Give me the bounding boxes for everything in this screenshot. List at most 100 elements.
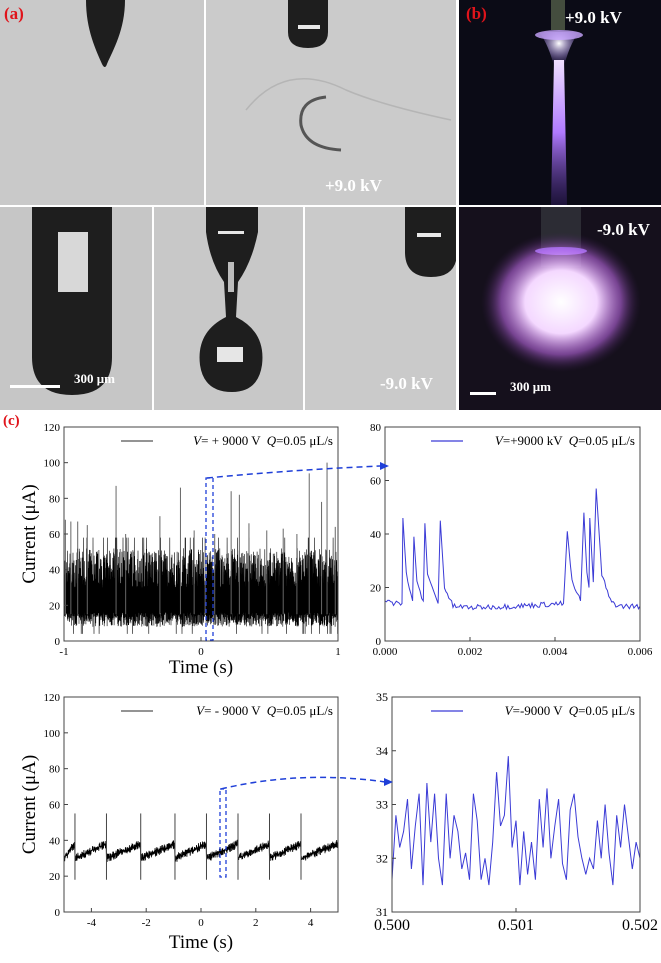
chart-3: 31 32 33 34 35 0.500 0.501 0.502 V=-9000 V Q=0.05… [374,690,658,934]
x-tick-label: 0.004 [543,646,568,658]
legend-label: V=-9000 V Q=0.05 μL/s [505,703,635,718]
x-tick-label: 0 [198,646,204,658]
plot-frame [384,426,641,642]
legend-q-rest: =0.05 μL/s [276,433,333,448]
legend-label: V=+9000 kV Q=0.05 μL/s [495,433,635,448]
x-axis-label: Time (s) [169,657,233,678]
y-tick-label: 0 [376,636,382,648]
legend-q-rest: =0.05 μL/s [276,703,333,718]
x-axis-label: Time (s) [169,932,233,953]
voltage-label-negative-a: -9.0 kV [380,374,433,393]
series-line [64,839,338,863]
y-tick-label: 120 [44,422,61,434]
legend-q-rest: =0.05 μL/s [578,433,635,448]
series-2 [64,813,338,880]
x-tick-label: -2 [142,917,151,929]
legend: V= - 9000 V Q=0.05 μL/s [121,703,333,718]
y-tick-label: 0 [55,636,61,648]
zoom-annotations [205,462,393,878]
voltage-label-positive-a: +9.0 kV [325,176,382,195]
y-tick-label: 60 [49,800,61,812]
x-tick-label: -4 [87,917,97,929]
panel-label-b: (b) [466,4,487,23]
y-tick-label: 0 [55,907,61,919]
x-tick-label: 0.501 [498,917,534,934]
y-tick-label: 35 [376,690,388,704]
y-tick-label: 32 [376,851,388,865]
legend: V= + 9000 V Q=0.05 μL/s [121,433,333,448]
photo-drop-negative-2 [154,207,303,410]
plot-frame [63,696,339,913]
series-1 [385,488,640,611]
x-tick-label: 0.002 [458,646,483,658]
scale-label-a: 300 μm [74,371,115,386]
y-tick-label: 40 [49,835,61,847]
legend-v-rest: = - 9000 V [204,703,261,718]
x-tick-label: -1 [59,646,68,658]
legend-v-rest: =+9000 kV [503,433,563,448]
legend-q: Q [569,433,579,448]
chart-2: 0 20 40 60 80 100 120 -4 -2 0 2 4 Time (s) Current (μ… [19,692,339,953]
scale-label-b: 300 μm [510,379,551,394]
scale-bar-b [470,392,496,395]
y-tick-label: 40 [49,565,61,577]
series-line [385,488,640,611]
y-tick-label: 100 [44,458,61,470]
zoom-arrow-positive [206,465,381,479]
x-tick-label: 0.000 [373,646,398,658]
legend-q: Q [569,703,579,718]
y-tick-label: 31 [376,905,388,919]
legend-v-rest: = + 9000 V [201,433,261,448]
y-tick-label: 20 [49,871,61,883]
series-3 [392,756,640,886]
legend-v: V [196,703,206,718]
zoom-arrow-negative [220,776,387,790]
zoom-box-negative [219,788,227,878]
y-tick-label: 34 [376,744,388,758]
x-tick-label: 0.502 [622,917,658,934]
y-tick-label: 33 [376,798,388,812]
x-tick-label: 1 [335,646,341,658]
legend-v: V [505,703,515,718]
series-line [64,537,338,634]
legend-q: Q [267,433,277,448]
arrow-head-icon [380,462,389,470]
panel-label-c: (c) [3,413,20,429]
y-tick-label: 60 [49,529,61,541]
legend-v: V [495,433,505,448]
y-tick-label: 20 [370,583,382,595]
x-tick-label: 2 [253,917,259,929]
voltage-label-negative-b: -9.0 kV [597,220,650,239]
legend-v: V [193,433,203,448]
legend-label: V= + 9000 V Q=0.05 μL/s [193,433,333,448]
x-tick-label: 0 [198,917,204,929]
legend-v-rest: =-9000 V [513,703,564,718]
y-tick-label: 120 [44,692,61,704]
y-tick-label: 80 [49,493,61,505]
legend-label: V= - 9000 V Q=0.05 μL/s [196,703,333,718]
plot-frame [391,696,641,913]
y-tick-label: 20 [49,600,61,612]
voltage-label-positive-b: +9.0 kV [565,8,622,27]
y-tick-label: 80 [370,422,382,434]
photo-cone-jet-positive [0,0,204,205]
x-tick-label: 4 [308,917,314,929]
x-tick-label: 0.006 [628,646,653,658]
y-tick-label: 60 [370,476,382,488]
legend: V=-9000 V Q=0.05 μL/s [431,703,635,718]
photo-plasma-negative [459,207,661,410]
y-tick-label: 40 [370,529,382,541]
arrow-head-icon [384,778,393,786]
photo-drop-negative-1 [0,207,152,410]
series-line [392,756,640,886]
chart-1: 0 20 40 60 80 0.000 0.002 0.004 0.006 V=+9000 kV Q… [370,422,653,658]
x-tick-label: 0.500 [374,917,410,934]
series-0 [64,462,338,634]
panel-label-a: (a) [4,4,24,23]
y-axis-label: Current (μA) [19,484,40,583]
photo-plasma-positive [459,0,661,205]
y-tick-label: 100 [44,728,61,740]
